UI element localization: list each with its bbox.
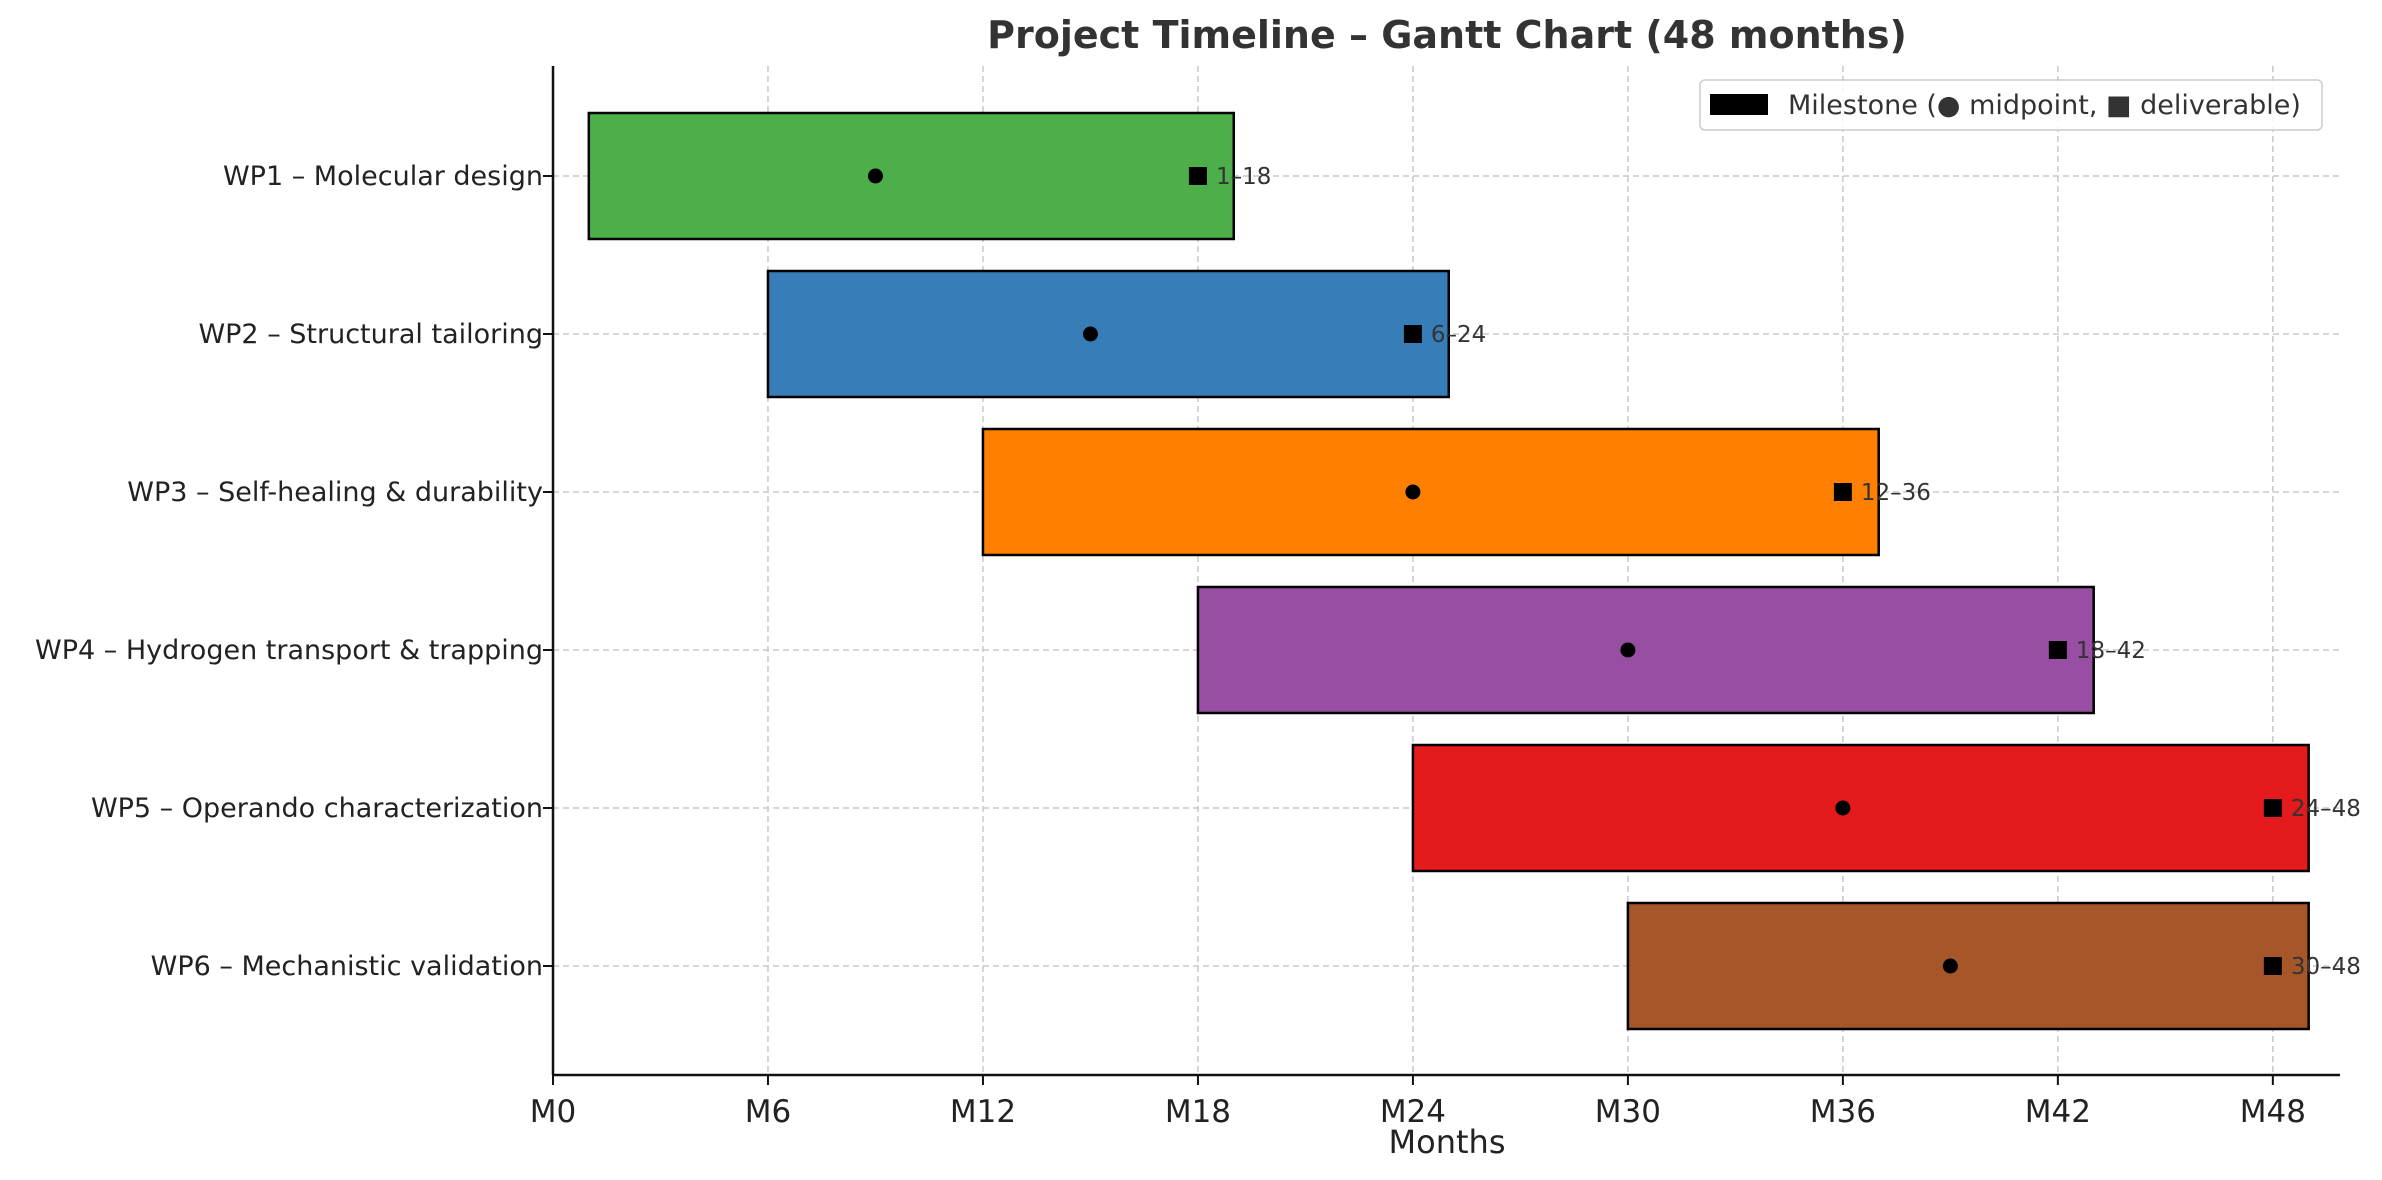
range-label: 1–18 [1216,164,1271,190]
task-bar [1411,743,2310,873]
midpoint-marker [1082,326,1098,342]
midpoint-marker [1405,484,1421,500]
x-tick-label: M36 [1810,1094,1876,1130]
legend-label: Milestone (● midpoint, ■ deliverable) [1788,90,2301,121]
deliverable-marker [1833,483,1852,501]
axes [551,66,2340,1077]
legend: Milestone (● midpoint, ■ deliverable) [1699,79,2323,131]
legend-frame [1699,79,2323,131]
bars: 1–18 6–24 12–36 18–42 24–48 30–48 [587,111,2361,1031]
deliverable-marker [2263,957,2282,975]
task-bar [1626,901,2310,1031]
x-tick-label: M18 [1165,1094,1231,1130]
x-tick-label: M6 [745,1094,791,1130]
y-tick-label: WP4 – Hydrogen transport & trapping [35,635,543,666]
midpoint-marker [1942,958,1958,974]
deliverable-marker [1403,325,1422,343]
y-tick-labels: WP1 – Molecular design WP2 – Structural t… [35,161,553,982]
range-label: 6–24 [1431,322,1486,348]
x-tick-label: M48 [2240,1094,2306,1130]
midpoint-marker [1835,800,1851,816]
task-bar [766,269,1450,399]
task-bar [981,427,1880,557]
deliverable-marker [2263,799,2282,817]
range-label: 18–42 [2076,638,2146,664]
x-tick-label: M0 [530,1094,576,1130]
x-tick-label: M42 [2025,1094,2091,1130]
midpoint-marker [1620,642,1636,658]
range-label: 24–48 [2291,796,2361,822]
deliverable-marker [2048,641,2067,659]
midpoint-marker [867,168,883,184]
y-tick-label: WP1 – Molecular design [223,161,543,192]
y-tick-label: WP3 – Self-healing & durability [127,477,543,508]
y-tick-label: WP5 – Operando characterization [91,793,543,824]
x-tick-labels: M0 M6 M12 M18 M24 M30 M36 M42 M48 [530,1075,2306,1130]
y-tick-label: WP6 – Mechanistic validation [151,951,543,982]
chart-title: Project Timeline – Gantt Chart (48 month… [987,13,1907,57]
range-label: 30–48 [2291,954,2361,980]
x-tick-label: M12 [950,1094,1016,1130]
legend-swatch [1710,94,1768,115]
deliverable-marker [1188,167,1207,185]
task-bar [587,111,1236,241]
x-axis-label: Months [1389,1123,1506,1161]
task-bar [1196,585,2095,715]
range-label: 12–36 [1861,480,1931,506]
x-tick-label: M24 [1380,1094,1446,1130]
y-tick-label: WP2 – Structural tailoring [198,319,543,350]
x-tick-label: M30 [1595,1094,1661,1130]
